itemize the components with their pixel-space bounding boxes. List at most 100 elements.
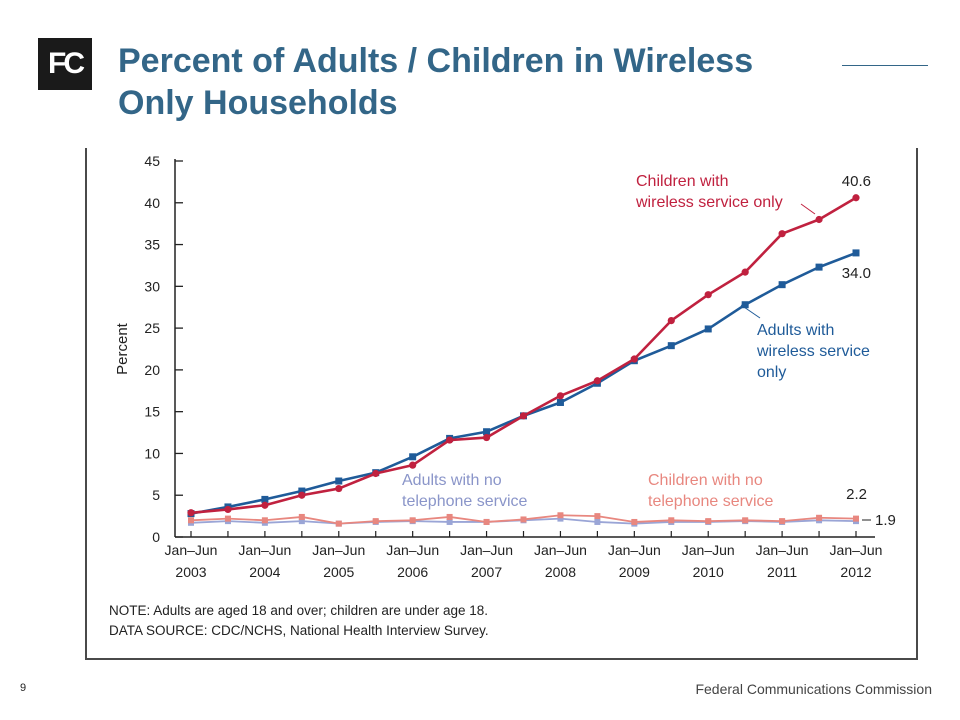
- series-label-1: wireless service: [756, 343, 870, 360]
- data-point-2: [298, 513, 305, 520]
- data-point-2: [188, 517, 194, 524]
- y-tick-label: 30: [144, 278, 160, 294]
- data-point-2: [446, 513, 453, 520]
- data-point-2: [853, 515, 859, 522]
- title-rule: [842, 65, 928, 66]
- data-point-0: [446, 436, 454, 444]
- data-point-0: [224, 505, 232, 514]
- data-point-0: [852, 194, 860, 202]
- series-label-1: only: [757, 364, 786, 381]
- series-label-leader-0: [800, 203, 816, 215]
- x-tick-label-period: Jan–Jun: [682, 542, 735, 558]
- data-point-1: [298, 487, 306, 495]
- data-point-2: [742, 517, 749, 524]
- data-point-2: [594, 513, 601, 520]
- data-point-0: [335, 484, 343, 493]
- data-point-1: [667, 342, 675, 350]
- series-label-0: wireless service only: [635, 194, 783, 211]
- data-point-1: [261, 495, 269, 503]
- data-point-0: [482, 433, 491, 442]
- data-point-2: [816, 514, 823, 521]
- x-tick-label-year: 2006: [397, 564, 428, 580]
- series-label-1: Adults with: [757, 322, 834, 339]
- chart-note: DATA SOURCE: CDC/NCHS, National Health I…: [109, 623, 489, 638]
- series-label-0: Children with: [636, 173, 728, 190]
- y-tick-label: 40: [144, 195, 160, 211]
- data-point-0: [556, 392, 565, 400]
- data-point-1: [556, 398, 564, 406]
- end-value-label-3: 1.9: [875, 512, 896, 529]
- end-value-label-0: 40.6: [842, 173, 871, 190]
- data-point-0: [261, 501, 269, 509]
- series-label-3: Adults with no: [402, 472, 502, 489]
- x-tick-label-year: 2008: [545, 564, 576, 580]
- x-tick-label-period: Jan–Jun: [534, 542, 587, 558]
- data-point-0: [519, 412, 528, 420]
- x-tick-label-year: 2005: [323, 564, 354, 580]
- data-point-0: [298, 491, 306, 499]
- data-point-0: [704, 291, 712, 299]
- x-tick-label-period: Jan–Jun: [165, 542, 218, 558]
- data-point-2: [372, 518, 379, 525]
- data-point-0: [667, 316, 675, 325]
- series-label-2: Children with no: [648, 472, 763, 489]
- x-tick-label-year: 2012: [840, 564, 871, 580]
- y-axis-label: Percent: [114, 322, 131, 375]
- x-tick-label-period: Jan–Jun: [238, 542, 291, 558]
- data-point-0: [187, 509, 195, 517]
- x-tick-label-period: Jan–Jun: [312, 542, 365, 558]
- logo-text: FC: [48, 47, 85, 80]
- y-tick-label: 0: [152, 529, 160, 545]
- x-tick-label-year: 2010: [693, 564, 724, 580]
- line-chart: 0 5 10 15 20 25 30 35 40 45 Percent Jan–Jun 2003 Jan–…: [109, 153, 896, 638]
- data-point-0: [815, 215, 823, 224]
- data-point-2: [668, 517, 675, 524]
- data-point-2: [520, 516, 527, 523]
- data-point-2: [483, 518, 490, 525]
- data-point-0: [630, 355, 638, 363]
- data-point-2: [409, 517, 416, 524]
- chart-note: NOTE: Adults are aged 18 and over; child…: [109, 603, 488, 618]
- x-tick-label-period: Jan–Jun: [608, 542, 661, 558]
- data-point-3: [557, 515, 564, 522]
- x-tick-label-year: 2004: [249, 564, 280, 580]
- data-point-0: [778, 230, 786, 238]
- x-tick-label-year: 2009: [619, 564, 650, 580]
- data-point-1: [483, 428, 491, 436]
- data-point-2: [779, 518, 786, 525]
- footer-organization: Federal Communications Commission: [695, 681, 932, 697]
- y-tick-label: 35: [144, 237, 160, 253]
- data-point-2: [631, 518, 638, 525]
- data-point-1: [409, 453, 417, 461]
- data-point-1: [852, 249, 860, 257]
- data-point-3: [298, 518, 305, 525]
- y-tick-label: 20: [144, 362, 160, 378]
- data-point-1: [741, 301, 749, 309]
- data-point-1: [335, 477, 343, 485]
- y-tick-label: 5: [152, 487, 160, 503]
- data-point-2: [261, 517, 268, 524]
- slide-title: Percent of Adults / Children in Wireless…: [118, 42, 754, 122]
- x-tick-label-year: 2007: [471, 564, 502, 580]
- data-point-1: [704, 325, 712, 333]
- data-point-3: [594, 518, 601, 525]
- data-point-3: [446, 518, 453, 525]
- x-tick-label-year: 2011: [767, 564, 797, 580]
- data-point-0: [593, 377, 601, 385]
- y-tick-label: 15: [144, 404, 160, 420]
- x-tick-label-year: 2003: [175, 564, 206, 580]
- x-tick-label-period: Jan–Jun: [386, 542, 439, 558]
- fcc-logo-icon: FC: [38, 38, 92, 90]
- series-label-leader-1: [740, 304, 761, 319]
- x-tick-label-period: Jan–Jun: [830, 542, 883, 558]
- x-tick-label-period: Jan–Jun: [460, 542, 513, 558]
- data-point-1: [815, 263, 823, 271]
- data-point-2: [335, 520, 342, 527]
- data-point-0: [372, 469, 380, 478]
- x-tick-label-period: Jan–Jun: [756, 542, 809, 558]
- data-point-0: [741, 268, 749, 276]
- end-value-label-1: 34.0: [842, 265, 871, 282]
- data-point-2: [705, 518, 712, 525]
- data-point-2: [557, 512, 564, 519]
- data-point-2: [224, 515, 231, 522]
